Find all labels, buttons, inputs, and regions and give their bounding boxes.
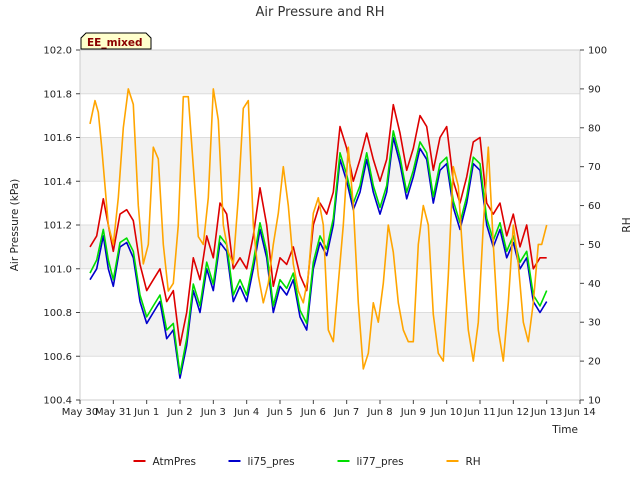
series-line-atmpres (89, 103, 547, 347)
x-tick-label: Jun 7 (333, 407, 359, 418)
badge-label: EE_mixed (87, 37, 143, 49)
x-tick-label: Jun 5 (266, 407, 292, 418)
legend-label-li77_pres: li77_pres (357, 456, 404, 468)
y2-tick-label: 20 (588, 357, 601, 368)
y2-tick-label: 10 (588, 396, 601, 407)
y-axis-left: 100.4 100.6 100.8 101.0 101.2 101.4 101.6 101.8… (43, 46, 80, 407)
series-layer (89, 88, 548, 379)
x-tick-label: Jun 8 (366, 407, 392, 418)
y-tick-label: 101.8 (43, 89, 72, 100)
x-tick-label: Jun 1 (133, 407, 159, 418)
x-tick-label: Jun 14 (563, 407, 596, 418)
x-tick-label: May 30 (62, 407, 99, 418)
y2-tick-label: 60 (588, 201, 601, 212)
series-line-rh (89, 88, 548, 370)
y-axis-label: Air Pressure (kPa) (9, 179, 21, 272)
x-tick-label: Jun 11 (463, 407, 496, 418)
y2-tick-label: 30 (588, 318, 601, 329)
y2-tick-label: 80 (588, 123, 601, 134)
plot-band (80, 137, 580, 182)
y2-axis-label: RH (621, 217, 633, 232)
x-tick-label: Jun 3 (200, 407, 226, 418)
legend-label-li75_pres: li75_pres (248, 456, 295, 468)
y-tick-label: 102.0 (43, 46, 72, 57)
y-tick-label: 101.2 (43, 221, 72, 232)
legend: AtmPres li75_pres li77_pres RH (133, 456, 481, 468)
y-tick-label: 100.4 (43, 396, 72, 407)
x-tick-label: Jun 12 (497, 407, 530, 418)
legend-label-atmpres: AtmPres (153, 456, 197, 468)
plot-band (80, 50, 580, 94)
y-tick-label: 101.0 (43, 264, 72, 275)
y2-tick-label: 90 (588, 84, 601, 95)
y2-tick-label: 70 (588, 162, 601, 173)
chart-title: Air Pressure and RH (255, 5, 384, 20)
y2-tick-label: 100 (588, 46, 607, 57)
x-tick-label: Jun 4 (233, 407, 259, 418)
y-tick-label: 100.6 (43, 352, 72, 363)
x-axis-label: Time (551, 424, 578, 436)
x-tick-label: Jun 6 (300, 407, 326, 418)
x-tick-label: Jun 10 (430, 407, 463, 418)
legend-label-rh: RH (466, 456, 481, 468)
x-tick-label: Jun 9 (400, 407, 426, 418)
y-tick-label: 101.6 (43, 133, 72, 144)
series-line-li75_pres (89, 136, 548, 379)
series-line-li77_pres (89, 130, 548, 375)
y-axis-right: 10 20 30 40 50 60 70 80 90 100 (580, 46, 607, 407)
y-tick-label: 101.4 (43, 177, 72, 188)
x-tick-label: Jun 13 (530, 407, 563, 418)
y-tick-label: 100.8 (43, 308, 72, 319)
y2-tick-label: 40 (588, 279, 601, 290)
x-tick-label: Jun 2 (166, 407, 192, 418)
badge: EE_mixed (80, 32, 152, 50)
x-tick-label: May 31 (95, 407, 132, 418)
y2-tick-label: 50 (588, 240, 601, 251)
